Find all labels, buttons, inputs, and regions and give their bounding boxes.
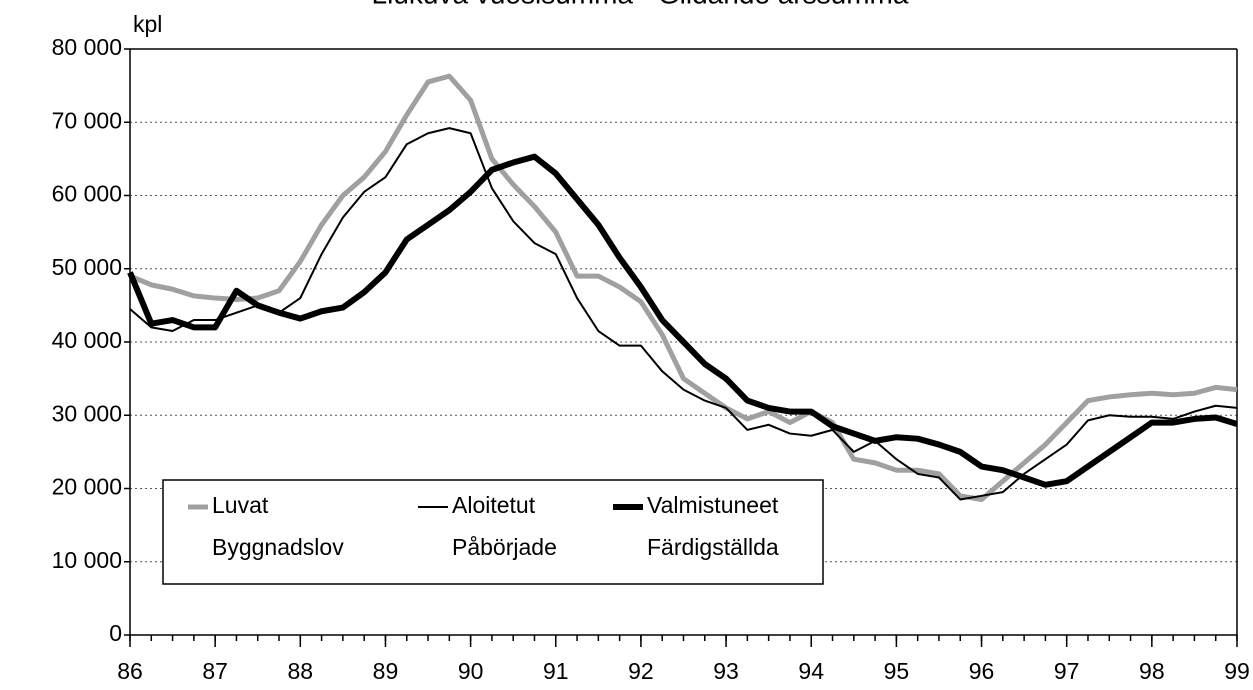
series-line: [127, 153, 1238, 488]
legend-label: Luvat: [212, 492, 269, 518]
legend-sublabel: Påbörjade: [452, 534, 557, 560]
y-tick-label: 40 000: [52, 327, 122, 353]
series-line: [129, 127, 1238, 501]
legend-sublabel: Byggnadslov: [212, 534, 344, 560]
x-tick-label: 91: [543, 658, 569, 684]
y-tick-label: 70 000: [52, 107, 122, 133]
legend-label: Aloitetut: [452, 492, 536, 518]
legend-box: [162, 479, 824, 585]
x-tick-label: 89: [373, 658, 399, 684]
x-tick-label: 88: [288, 658, 314, 684]
y-tick-label: 50 000: [52, 254, 122, 280]
chart-title: Liukuva vuosisumma - Glidande årssumma: [372, 0, 909, 9]
x-tick-label: 86: [117, 658, 143, 684]
x-tick-label: 92: [628, 658, 654, 684]
x-tick-label: 90: [458, 658, 484, 684]
x-tick-label: 87: [202, 658, 228, 684]
y-tick-label: 0: [109, 620, 122, 646]
x-tick-label: 98: [1139, 658, 1165, 684]
y-tick-label: 20 000: [52, 474, 122, 500]
x-tick-label: 93: [713, 658, 739, 684]
y-axis-label: kpl: [133, 11, 162, 37]
x-tick-label: 95: [884, 658, 910, 684]
y-tick-label: 60 000: [52, 181, 122, 207]
y-tick-label: 30 000: [52, 400, 122, 426]
x-tick-label: 94: [798, 658, 824, 684]
y-tick-label: 10 000: [52, 547, 122, 573]
series-line: [129, 73, 1238, 502]
x-tick-label: 96: [969, 658, 995, 684]
legend-sublabel: Färdigställda: [647, 534, 779, 560]
y-tick-label: 80 000: [52, 34, 122, 60]
legend-label: Valmistuneet: [647, 492, 779, 518]
x-tick-label: 99: [1224, 658, 1250, 684]
x-tick-label: 97: [1054, 658, 1080, 684]
